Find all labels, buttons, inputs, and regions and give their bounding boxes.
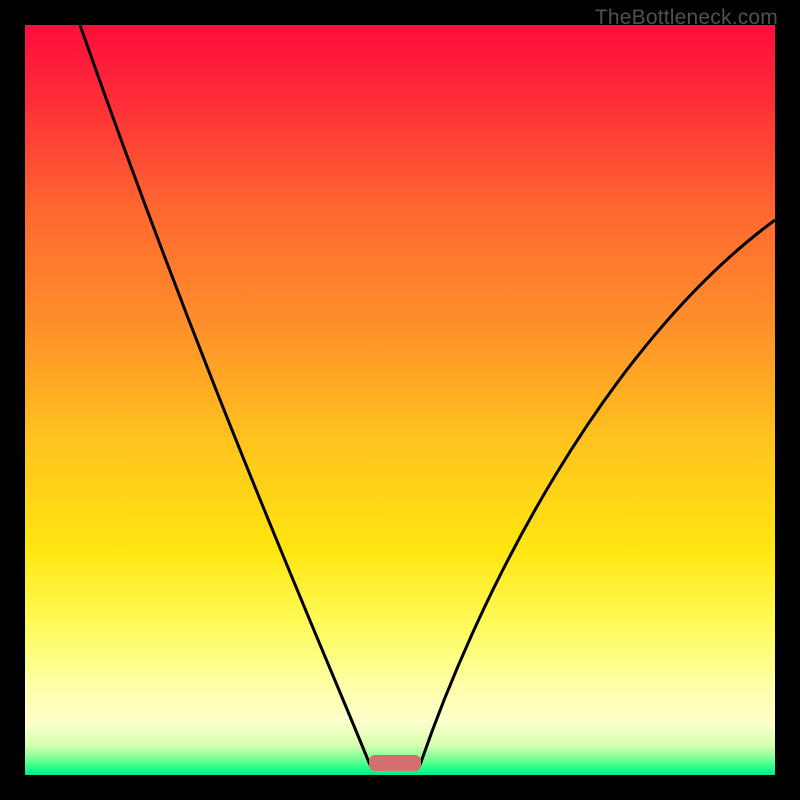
curve-left [80, 25, 370, 765]
optimum-marker [369, 755, 421, 771]
chart-container: TheBottleneck.com [0, 0, 800, 800]
curve-layer [25, 25, 775, 775]
curve-right [420, 220, 775, 765]
plot-area [25, 25, 775, 775]
